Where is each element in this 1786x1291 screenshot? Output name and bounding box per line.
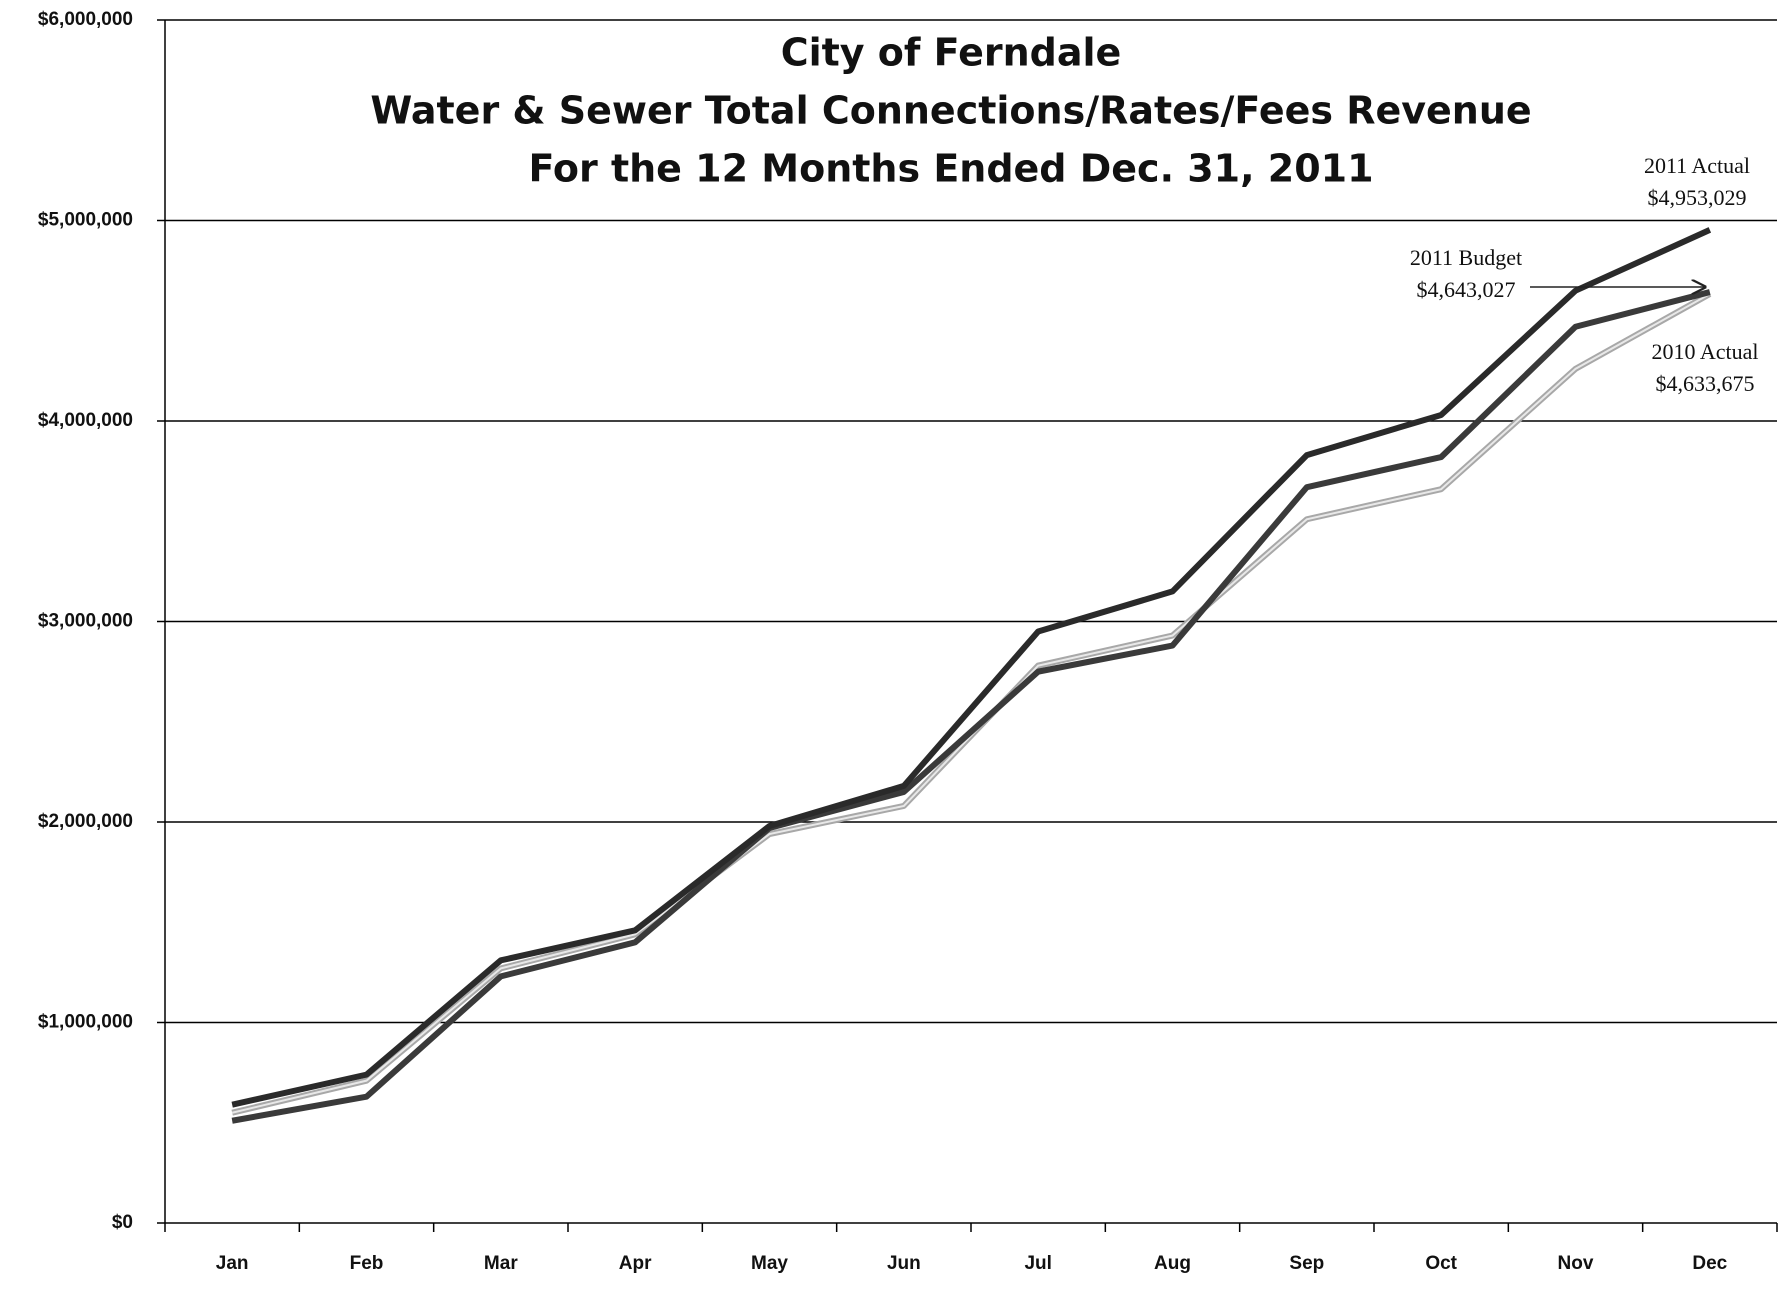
series-line — [231, 291, 1712, 1116]
annotation-name: 2011 Budget — [1410, 245, 1522, 270]
annotation-name: 2011 Actual — [1644, 153, 1750, 178]
y-tick-label: $1,000,000 — [38, 1012, 133, 1033]
x-tick-label: Jan — [216, 1253, 249, 1274]
y-tick-label: $6,000,000 — [38, 9, 133, 30]
chart-title: City of Ferndale — [781, 31, 1122, 75]
annotation-value: $4,633,675 — [1656, 371, 1755, 396]
series-line — [231, 227, 1712, 1108]
annotation-name: 2010 Actual — [1652, 339, 1759, 364]
x-tick-label: Aug — [1154, 1253, 1191, 1274]
x-tick-label: Jul — [1024, 1253, 1051, 1274]
annotation-value: $4,643,027 — [1417, 277, 1516, 302]
y-tick-label: $2,000,000 — [38, 811, 133, 832]
y-tick-label: $3,000,000 — [38, 611, 133, 632]
series-line — [231, 289, 1711, 1124]
y-tick-label: $5,000,000 — [38, 210, 133, 231]
x-tick-label: Jun — [887, 1253, 921, 1274]
x-tick-label: Feb — [350, 1253, 384, 1274]
x-tick-label: Oct — [1425, 1253, 1457, 1274]
x-tick-label: Dec — [1692, 1253, 1727, 1274]
x-tick-label: Mar — [484, 1253, 518, 1274]
x-tick-label: Nov — [1558, 1253, 1594, 1274]
series-line-highlight — [231, 293, 1711, 1114]
y-tick-label: $4,000,000 — [38, 410, 133, 431]
x-tick-label: Apr — [619, 1253, 652, 1274]
x-tick-label: May — [751, 1253, 788, 1274]
annotation-value: $4,953,029 — [1648, 185, 1747, 210]
y-tick-label: $0 — [112, 1212, 133, 1233]
chart-title: Water & Sewer Total Connections/Rates/Fe… — [370, 89, 1531, 133]
x-tick-label: Sep — [1289, 1253, 1324, 1274]
chart-title: For the 12 Months Ended Dec. 31, 2011 — [528, 147, 1373, 191]
